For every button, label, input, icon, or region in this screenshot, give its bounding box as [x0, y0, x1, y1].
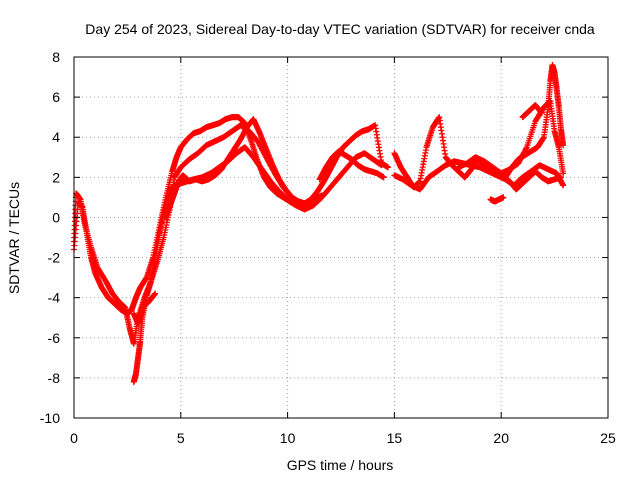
y-tick-label: -2 — [48, 250, 61, 266]
x-tick-label: 15 — [387, 430, 403, 446]
y-tick-label: 2 — [52, 169, 60, 185]
x-axis-label: GPS time / hours — [287, 457, 394, 473]
data-point — [538, 110, 545, 117]
x-tick-label: 25 — [600, 430, 616, 446]
y-tick-label: 8 — [52, 49, 60, 65]
series-track-d — [162, 116, 391, 221]
data-point — [384, 164, 391, 171]
y-tick-label: -4 — [48, 290, 61, 306]
series-track-j — [519, 102, 545, 121]
y-tick-label: -10 — [40, 410, 60, 426]
x-tick-label: 20 — [493, 430, 509, 446]
x-tick-label: 5 — [177, 430, 185, 446]
series-track-k — [487, 194, 507, 205]
x-tick-label: 10 — [280, 430, 296, 446]
data-point — [560, 170, 567, 177]
data-point — [500, 194, 507, 201]
x-tick-label: 0 — [70, 430, 78, 446]
chart-title: Day 254 of 2023, Sidereal Day-to-day VTE… — [85, 21, 595, 37]
data-point — [560, 182, 567, 189]
y-tick-label: 4 — [52, 129, 60, 145]
data-point — [380, 174, 387, 181]
data-points — [71, 62, 567, 385]
y-axis-label: SDTVAR / TECUs — [6, 182, 22, 294]
series-track-l — [130, 290, 159, 327]
plot-frame — [73, 56, 609, 419]
series-track-e — [316, 148, 387, 183]
data-point — [152, 290, 159, 297]
y-tick-label: -8 — [48, 370, 61, 386]
data-point — [523, 145, 530, 152]
y-tick-labels: -10 -8 -6 -4 -2 0 2 4 6 8 — [40, 49, 60, 426]
series-track-b — [71, 122, 312, 347]
series-track-f — [391, 114, 565, 193]
axis-ticks — [73, 56, 609, 419]
y-tick-label: 6 — [52, 89, 60, 105]
y-tick-label: 0 — [52, 209, 60, 225]
series-track-g — [391, 158, 567, 193]
data-point — [560, 142, 567, 149]
y-tick-label: -6 — [48, 330, 61, 346]
x-tick-labels: 0 5 10 15 20 25 — [70, 430, 616, 446]
series-track-i — [502, 62, 567, 181]
grid-lines — [74, 57, 608, 418]
